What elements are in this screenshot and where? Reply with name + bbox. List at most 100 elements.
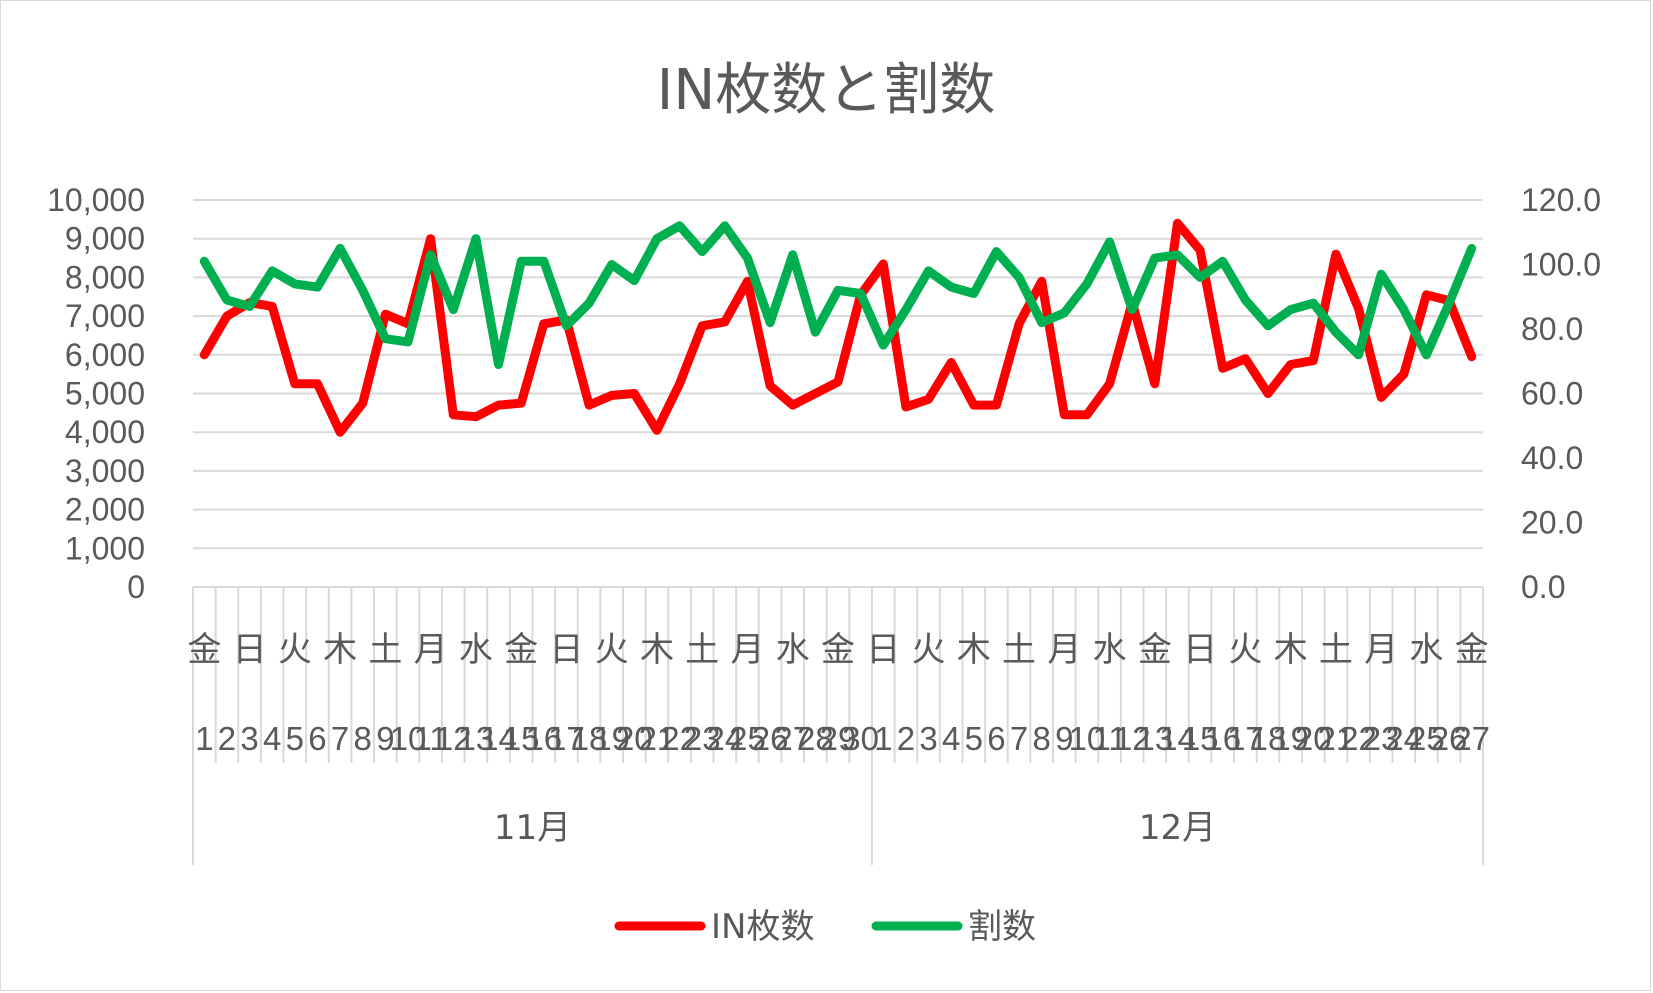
y-axis-right: 0.0 20.0 40.0 60.0 80.0 100.0 120.0 — [1521, 182, 1601, 605]
x-day-label: 22 — [661, 720, 698, 757]
x-day-label: 3 — [919, 720, 937, 757]
x-day-label: 18 — [571, 720, 608, 757]
x-weekday-label: 月 — [1364, 630, 1398, 670]
x-weekday-label: 金 — [1455, 630, 1489, 670]
x-day-label: 21 — [1318, 720, 1355, 757]
y-right-tick-label: 80.0 — [1521, 311, 1583, 347]
x-day-label: 1 — [195, 720, 213, 757]
x-month-label: 11月 — [494, 808, 571, 848]
x-day-label: 23 — [684, 720, 721, 757]
x-weekday-label: 土 — [1002, 630, 1036, 670]
x-day-label: 17 — [1227, 720, 1264, 757]
x-weekday-label: 火 — [1228, 630, 1262, 670]
x-day-label: 5 — [286, 720, 304, 757]
y-left-tick-label: 7,000 — [65, 298, 145, 334]
x-weekday-label: 土 — [1319, 630, 1353, 670]
series-lines — [199, 218, 1477, 437]
x-day-label: 14 — [1159, 720, 1196, 757]
x-day-label: 8 — [354, 720, 372, 757]
x-day-label: 16 — [525, 720, 562, 757]
x-weekday-label: 日 — [549, 630, 583, 670]
x-weekday-label: 火 — [278, 630, 312, 670]
x-weekday-label: 月 — [414, 630, 448, 670]
x-weekday-label: 日 — [1183, 630, 1217, 670]
series-line — [199, 221, 1477, 369]
x-day-label: 24 — [1385, 720, 1422, 757]
x-weekday-label: 土 — [685, 630, 719, 670]
x-day-label: 25 — [729, 720, 766, 757]
x-day-label: 20 — [616, 720, 653, 757]
x-weekday-label: 金 — [187, 630, 221, 670]
x-weekday-label: 日 — [233, 630, 267, 670]
x-day-label: 22 — [1340, 720, 1377, 757]
x-day-label: 18 — [1250, 720, 1287, 757]
series-line — [199, 218, 1477, 437]
x-day-label: 2 — [897, 720, 915, 757]
y-left-tick-label: 9,000 — [65, 221, 145, 257]
x-axis: 金日火木土月水金日火木土月水金日火木土月水金日火木土月水金1 2 3 4 5 6 7 8 910… — [187, 586, 1490, 865]
y-left-tick-label: 10,000 — [47, 182, 145, 218]
legend-label: 割数 — [968, 907, 1036, 947]
x-day-label: 7 — [331, 720, 349, 757]
chart-title: IN枚数と割数 — [657, 58, 995, 123]
x-day-label: 28 — [797, 720, 834, 757]
x-weekday-label: 水 — [1093, 630, 1127, 670]
y-left-tick-label: 8,000 — [65, 259, 145, 295]
x-day-label: 25 — [1408, 720, 1445, 757]
x-day-label: 10 — [390, 720, 427, 757]
x-day-label: 11 — [413, 720, 447, 757]
x-day-label: 9 — [376, 720, 394, 757]
x-day-label: 27 — [774, 720, 811, 757]
x-day-label: 10 — [1069, 720, 1106, 757]
x-weekday-label: 木 — [323, 630, 357, 670]
x-day-label: 9 — [1055, 720, 1073, 757]
x-weekday-label: 木 — [640, 630, 674, 670]
x-day-label: 27 — [1453, 720, 1490, 757]
x-day-label: 1 — [874, 720, 892, 757]
x-day-label: 15 — [1182, 720, 1219, 757]
x-day-label: 20 — [1295, 720, 1332, 757]
x-weekday-label: 火 — [595, 630, 629, 670]
x-day-label: 5 — [965, 720, 983, 757]
x-weekday-label: 木 — [957, 630, 991, 670]
x-weekday-label: 水 — [1409, 630, 1443, 670]
x-day-label: 6 — [308, 720, 326, 757]
y-right-tick-label: 100.0 — [1521, 247, 1601, 283]
x-weekday-label: 月 — [1047, 630, 1081, 670]
x-day-label: 3 — [240, 720, 258, 757]
y-right-tick-label: 40.0 — [1521, 440, 1583, 476]
x-day-label: 15 — [503, 720, 540, 757]
y-axis-left: 01,0002,0003,0004,0005,0006,0007,0008,00… — [47, 182, 145, 605]
x-day-label: 4 — [263, 720, 281, 757]
x-day-label: 19 — [1272, 720, 1309, 757]
y-left-tick-label: 6,000 — [65, 337, 145, 373]
y-left-tick-label: 4,000 — [65, 414, 145, 450]
x-day-label: 16 — [1204, 720, 1241, 757]
legend: IN枚数 割数 — [614, 907, 1036, 947]
x-day-label: 26 — [1431, 720, 1468, 757]
y-left-tick-label: 2,000 — [65, 492, 145, 528]
x-day-label: 12 — [1114, 720, 1151, 757]
x-weekday-label: 水 — [776, 630, 810, 670]
x-day-label: 23 — [1363, 720, 1400, 757]
x-day-label: 14 — [480, 720, 517, 757]
x-day-label: 29 — [820, 720, 857, 757]
x-day-label: 26 — [752, 720, 789, 757]
x-weekday-label: 月 — [730, 630, 764, 670]
x-day-label: 4 — [942, 720, 960, 757]
x-weekday-label: 木 — [1274, 630, 1308, 670]
x-weekday-label: 水 — [459, 630, 493, 670]
x-weekday-label: 土 — [368, 630, 402, 670]
y-right-tick-label: 60.0 — [1521, 376, 1583, 412]
x-day-label: 8 — [1033, 720, 1051, 757]
x-weekday-label: 金 — [821, 630, 855, 670]
x-day-label: 13 — [1136, 720, 1173, 757]
y-left-tick-label: 1,000 — [65, 530, 145, 566]
x-weekday-label: 金 — [1138, 630, 1172, 670]
x-day-label: 21 — [639, 720, 676, 757]
x-day-label: 24 — [706, 720, 743, 757]
x-day-label: 7 — [1010, 720, 1028, 757]
y-left-tick-label: 3,000 — [65, 453, 145, 489]
